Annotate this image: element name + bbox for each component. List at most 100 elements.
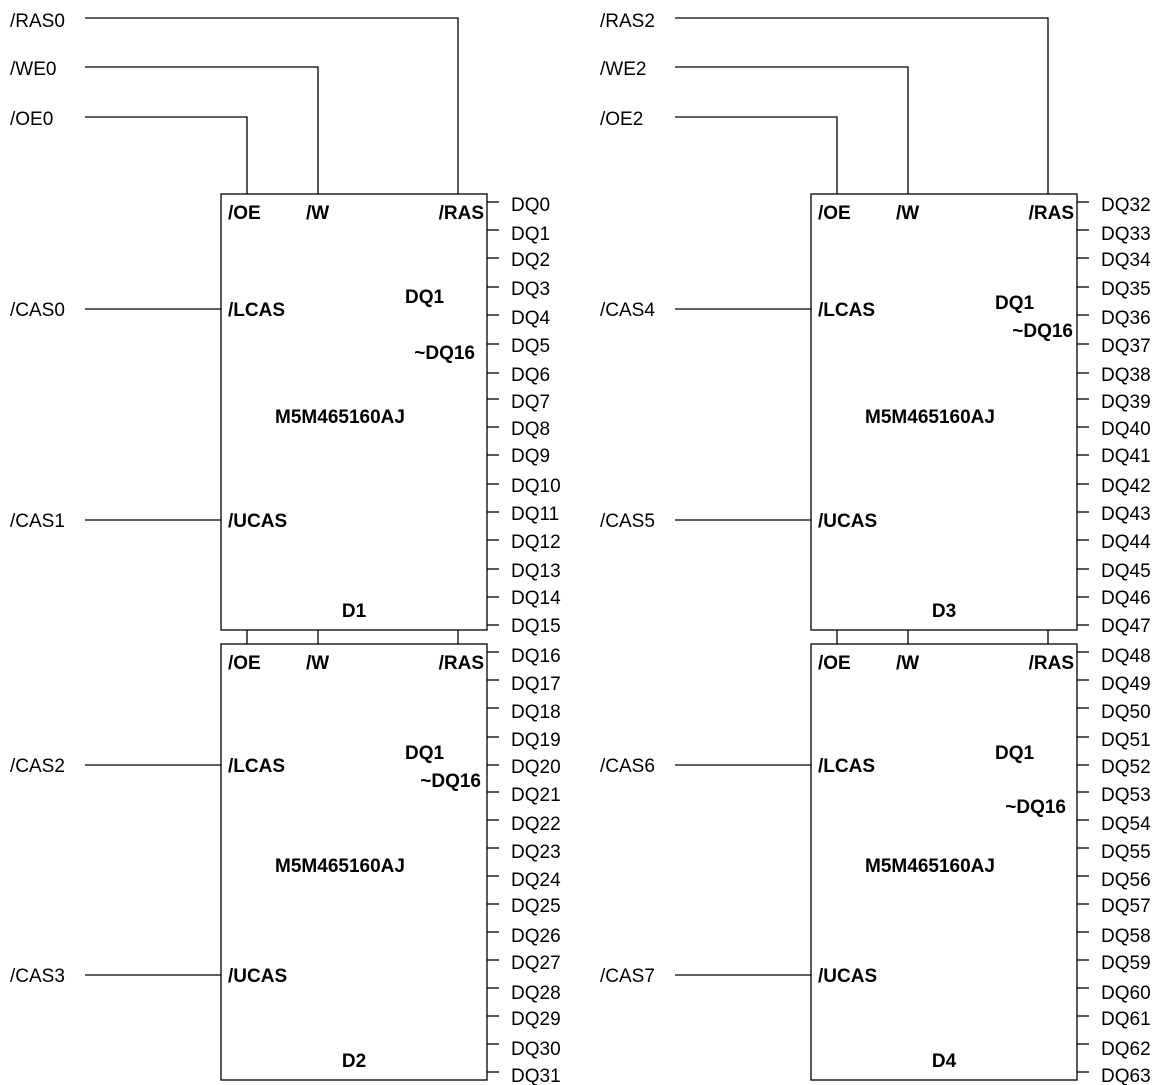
pin-w-label: /W: [896, 653, 919, 674]
we-signal-label: /WE2: [600, 59, 646, 80]
pin-ucas-label: /UCAS: [818, 511, 877, 532]
dq-range-label: DQ1: [995, 743, 1035, 764]
pin-oe-label: /OE: [818, 203, 851, 224]
dq-pin-label: DQ36: [1101, 308, 1151, 329]
dq-pin-label: DQ33: [1101, 224, 1151, 245]
dq-pin-label: DQ55: [1101, 842, 1151, 863]
dq-pin-label: DQ31: [511, 1066, 561, 1085]
dq-pin-label: DQ45: [1101, 561, 1151, 582]
we-signal-label: /WE0: [10, 59, 56, 80]
dq-pin-label: DQ49: [1101, 674, 1151, 695]
dq-pin-label: DQ32: [1101, 195, 1151, 216]
dq-pin-label: DQ22: [511, 814, 561, 835]
dq-pin-label: DQ44: [1101, 532, 1151, 553]
dq-pin-label: DQ12: [511, 532, 561, 553]
ras-signal-label: /RAS2: [600, 11, 655, 32]
memory-chip: [220, 643, 488, 1081]
dq-range-label: DQ1: [995, 293, 1035, 314]
dq-pin-label: DQ54: [1101, 814, 1151, 835]
chip-designator-label: D3: [932, 601, 956, 622]
pin-lcas-label: /LCAS: [818, 300, 875, 321]
oe-signal-label: /OE2: [600, 109, 643, 130]
dq-pin-label: DQ56: [1101, 870, 1151, 891]
dq-pin-label: DQ4: [511, 308, 551, 329]
dq-pin-label: DQ39: [1101, 392, 1151, 413]
memory-chip: [810, 643, 1078, 1081]
dq-pin-label: DQ24: [511, 870, 561, 891]
dq-pin-label: DQ60: [1101, 983, 1151, 1004]
dq-pin-label: DQ58: [1101, 926, 1151, 947]
dq-pin-label: DQ20: [511, 757, 561, 778]
cas-signal-label: /CAS4: [600, 300, 655, 321]
dq-pin-label: DQ8: [511, 419, 550, 440]
dq-pin-label: DQ59: [1101, 953, 1151, 974]
pin-ras-label: /RAS: [439, 653, 484, 674]
dq-range-label: DQ1: [405, 287, 445, 308]
dq-range-label: ~DQ16: [420, 771, 481, 792]
cas-signal-label: /CAS1: [10, 511, 65, 532]
cas-signal-label: /CAS0: [10, 300, 65, 321]
pin-w-label: /W: [306, 203, 329, 224]
dq-pin-label: DQ7: [511, 392, 550, 413]
pin-ucas-label: /UCAS: [228, 511, 287, 532]
dq-pin-label: DQ61: [1101, 1009, 1151, 1030]
dq-pin-label: DQ23: [511, 842, 561, 863]
cas-signal-label: /CAS7: [600, 966, 655, 987]
dq-pin-label: DQ34: [1101, 250, 1151, 271]
cas-signal-label: /CAS5: [600, 511, 655, 532]
dq-range-label: DQ1: [405, 743, 445, 764]
dq-pin-label: DQ38: [1101, 365, 1151, 386]
dq-pin-label: DQ17: [511, 674, 561, 695]
ras-signal-label: /RAS0: [10, 11, 65, 32]
dq-pin-label: DQ30: [511, 1039, 561, 1060]
chip-designator-label: D1: [342, 601, 367, 622]
dq-pin-label: DQ42: [1101, 476, 1151, 497]
dq-pin-label: DQ1: [511, 224, 550, 245]
pin-ucas-label: /UCAS: [818, 966, 877, 987]
dq-pin-label: DQ35: [1101, 279, 1151, 300]
part-number-label: M5M465160AJ: [865, 407, 995, 428]
dq-pin-label: DQ26: [511, 926, 561, 947]
dq-pin-label: DQ52: [1101, 757, 1151, 778]
dq-pin-label: DQ29: [511, 1009, 561, 1030]
dq-pin-label: DQ43: [1101, 504, 1151, 525]
chip-designator-label: D2: [342, 1051, 366, 1072]
part-number-label: M5M465160AJ: [275, 856, 405, 877]
dq-pin-label: DQ28: [511, 983, 561, 1004]
dq-pin-label: DQ47: [1101, 616, 1151, 637]
dq-pin-label: DQ19: [511, 730, 561, 751]
pin-ras-label: /RAS: [1029, 653, 1074, 674]
dq-pin-label: DQ57: [1101, 896, 1151, 917]
dq-pin-label: DQ41: [1101, 446, 1151, 467]
dq-pin-label: DQ53: [1101, 785, 1151, 806]
pin-lcas-label: /LCAS: [818, 756, 875, 777]
cas-signal-label: /CAS2: [10, 756, 65, 777]
dq-pin-label: DQ21: [511, 785, 561, 806]
we-wire: [675, 66, 909, 194]
dq-pin-label: DQ18: [511, 702, 561, 723]
part-number-label: M5M465160AJ: [865, 856, 995, 877]
pin-ucas-label: /UCAS: [228, 966, 287, 987]
pin-w-label: /W: [896, 203, 919, 224]
pin-w-label: /W: [306, 653, 329, 674]
dq-pin-label: DQ11: [511, 504, 559, 525]
part-number-label: M5M465160AJ: [275, 407, 405, 428]
dq-pin-label: DQ6: [511, 365, 550, 386]
dq-pin-label: DQ5: [511, 336, 550, 357]
dq-pin-label: DQ50: [1101, 702, 1151, 723]
dq-pin-label: DQ9: [511, 446, 550, 467]
memory-chip: [220, 193, 488, 631]
oe-wire: [85, 116, 248, 194]
cas-signal-label: /CAS6: [600, 756, 655, 777]
dq-pin-label: DQ13: [511, 561, 561, 582]
dq-pin-label: DQ27: [511, 953, 561, 974]
dq-pin-label: DQ37: [1101, 336, 1151, 357]
pin-oe-label: /OE: [228, 203, 261, 224]
dq-pin-label: DQ16: [511, 646, 561, 667]
pin-lcas-label: /LCAS: [228, 300, 285, 321]
dq-pin-label: DQ10: [511, 476, 561, 497]
memory-chip: [810, 193, 1078, 631]
dq-pin-label: DQ48: [1101, 646, 1151, 667]
dq-pin-label: DQ0: [511, 195, 550, 216]
